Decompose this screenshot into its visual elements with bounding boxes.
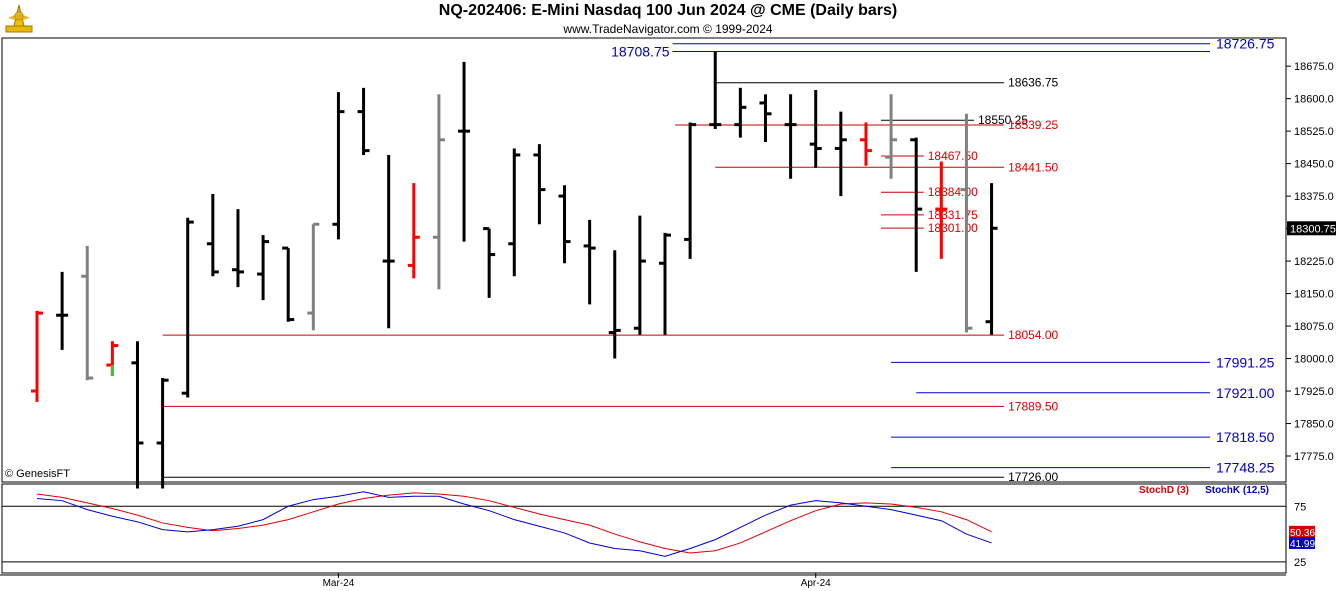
stochd-value-box xyxy=(1289,525,1315,538)
level-label: 17889.50 xyxy=(1008,399,1058,413)
y-tick-label: 18075.0 xyxy=(1294,321,1334,333)
level-label: 18726.75 xyxy=(1216,36,1275,52)
y-tick-label: 18525.0 xyxy=(1294,126,1334,138)
stochd-value-label: 50.36 xyxy=(1290,528,1315,539)
level-label: 17726.00 xyxy=(1008,470,1058,484)
y-tick-label: 18450.0 xyxy=(1294,159,1334,171)
y-tick-label: 18225.0 xyxy=(1294,256,1334,268)
level-label: 17921.00 xyxy=(1216,385,1275,401)
y-tick-label: 17775.0 xyxy=(1294,451,1334,463)
level-label: 18301.00 xyxy=(928,221,978,235)
y-tick-label: 18375.0 xyxy=(1294,191,1334,203)
y-tick-label: 18675.0 xyxy=(1294,61,1334,73)
level-label: 18539.25 xyxy=(1008,118,1058,132)
oscillator-panel-frame xyxy=(1,483,1287,574)
oscillator-tick-label: 25 xyxy=(1294,557,1306,569)
last-price-label: 18300.75 xyxy=(1290,223,1336,235)
y-tick-label: 17850.0 xyxy=(1294,419,1334,431)
x-tick-label: Mar-24 xyxy=(323,578,355,589)
stoch-series-line xyxy=(36,492,992,554)
y-tick-label: 18150.0 xyxy=(1294,289,1334,301)
level-label: 18467.50 xyxy=(928,149,978,163)
legend-stochk: StochK (12,5) xyxy=(1205,485,1269,496)
level-label: 18054.00 xyxy=(1008,328,1058,342)
level-label: 18708.75 xyxy=(611,44,670,60)
y-tick-label: 18000.0 xyxy=(1294,354,1334,366)
level-label: 18636.75 xyxy=(1008,76,1058,90)
legend-stochd: StochD (3) xyxy=(1139,485,1189,496)
stoch-series-line xyxy=(36,491,992,557)
chart-header: NQ-202406: E-Mini Nasdaq 100 Jun 2024 @ … xyxy=(0,0,1336,38)
level-label: 18550.25 xyxy=(978,113,1028,127)
x-tick-label: Apr-24 xyxy=(801,578,831,589)
trade-navigator-logo xyxy=(2,2,36,36)
stochk-value-label: 41.99 xyxy=(1290,539,1315,550)
logo-icon xyxy=(5,4,33,33)
last-price-box xyxy=(1287,221,1336,236)
chart-title: NQ-202406: E-Mini Nasdaq 100 Jun 2024 @ … xyxy=(438,2,898,19)
level-label: 18331.75 xyxy=(928,208,978,222)
level-label: 17748.25 xyxy=(1216,460,1275,476)
y-tick-label: 17925.0 xyxy=(1294,386,1334,398)
copyright-text: © GenesisFT xyxy=(5,468,70,480)
chart-subtitle: www.TradeNavigator.com © 1999-2024 xyxy=(563,22,773,36)
y-tick-label: 18600.0 xyxy=(1294,94,1334,106)
oscillator-tick-label: 75 xyxy=(1294,501,1306,513)
price-panel-frame xyxy=(1,37,1287,483)
level-label: 18384.00 xyxy=(928,185,978,199)
stochk-value-box xyxy=(1289,536,1315,549)
level-label: 17991.25 xyxy=(1216,354,1275,370)
level-label: 18441.50 xyxy=(1008,160,1058,174)
level-label: 17818.50 xyxy=(1216,429,1275,445)
